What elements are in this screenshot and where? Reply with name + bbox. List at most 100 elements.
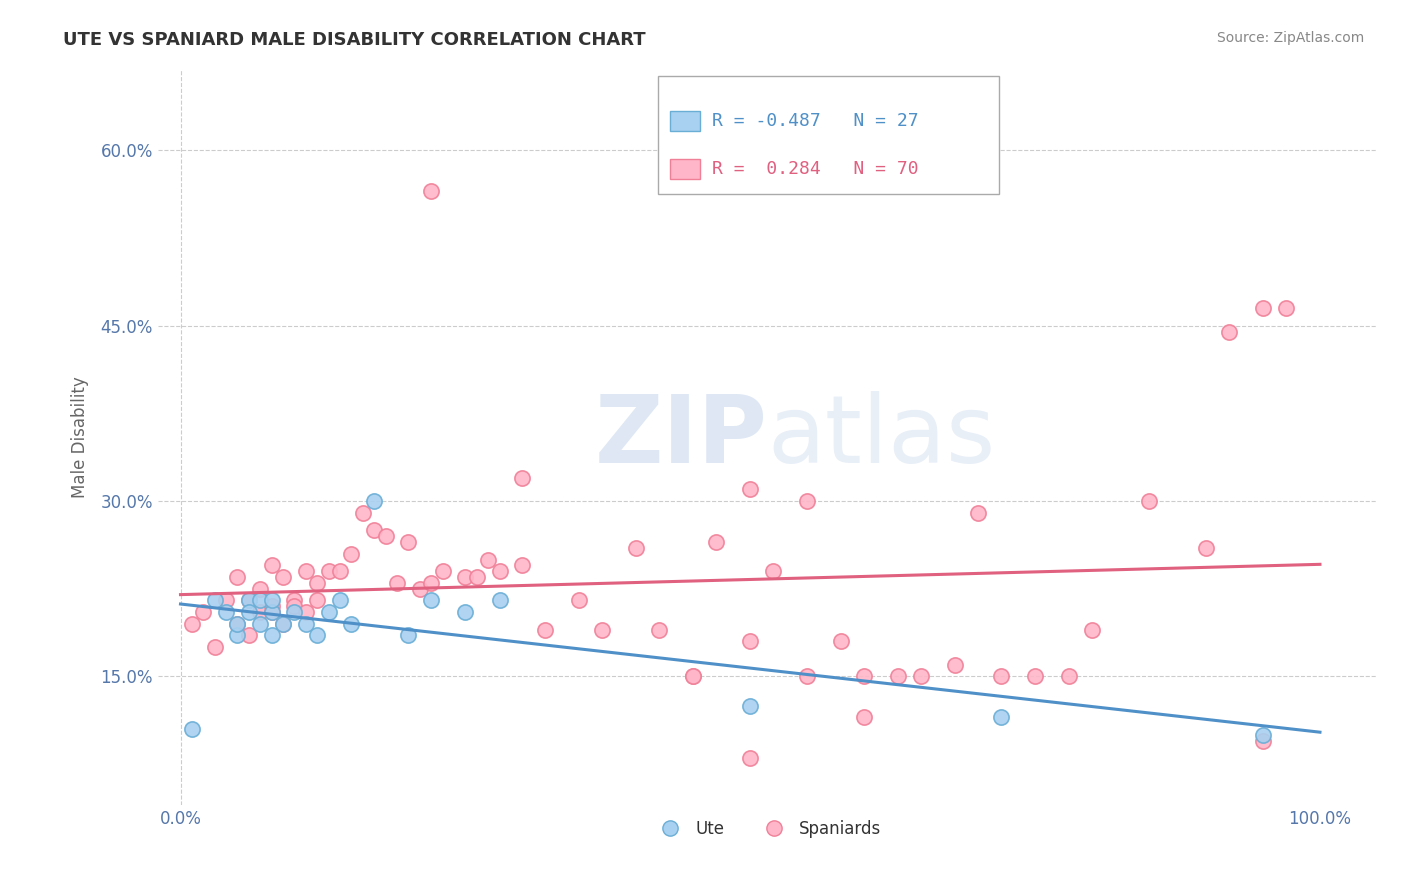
Point bbox=[318, 605, 340, 619]
Point bbox=[271, 616, 294, 631]
Text: atlas: atlas bbox=[768, 391, 995, 483]
Text: UTE VS SPANIARD MALE DISABILITY CORRELATION CHART: UTE VS SPANIARD MALE DISABILITY CORRELAT… bbox=[63, 31, 645, 49]
Y-axis label: Male Disability: Male Disability bbox=[72, 376, 89, 498]
Point bbox=[180, 616, 202, 631]
Point bbox=[1137, 494, 1160, 508]
Point bbox=[853, 669, 876, 683]
Point bbox=[260, 605, 283, 619]
Point bbox=[740, 751, 762, 765]
Point bbox=[682, 669, 704, 683]
Point bbox=[283, 593, 305, 607]
Point bbox=[488, 564, 510, 578]
Point bbox=[249, 582, 271, 596]
Point bbox=[1081, 623, 1104, 637]
Point bbox=[249, 593, 271, 607]
FancyBboxPatch shape bbox=[658, 76, 1000, 194]
FancyBboxPatch shape bbox=[669, 159, 700, 179]
Point bbox=[283, 599, 305, 614]
Point bbox=[340, 616, 363, 631]
Point bbox=[396, 535, 419, 549]
Point bbox=[271, 570, 294, 584]
Point bbox=[1195, 541, 1218, 555]
Point bbox=[990, 669, 1012, 683]
Point bbox=[249, 616, 271, 631]
Point bbox=[226, 616, 249, 631]
Point bbox=[454, 605, 477, 619]
Point bbox=[1059, 669, 1081, 683]
Point bbox=[385, 575, 408, 590]
Point bbox=[887, 669, 910, 683]
Point bbox=[488, 593, 510, 607]
Point bbox=[853, 710, 876, 724]
Point bbox=[740, 483, 762, 497]
Point bbox=[226, 628, 249, 642]
Point bbox=[512, 558, 534, 573]
Point bbox=[1251, 733, 1274, 747]
Point bbox=[329, 593, 352, 607]
Point bbox=[409, 582, 432, 596]
Point bbox=[420, 184, 443, 198]
Point bbox=[740, 698, 762, 713]
Point bbox=[591, 623, 613, 637]
Point bbox=[204, 593, 226, 607]
Point bbox=[1218, 325, 1240, 339]
Text: R = -0.487   N = 27: R = -0.487 N = 27 bbox=[713, 112, 920, 130]
Point bbox=[967, 506, 990, 520]
Point bbox=[283, 605, 305, 619]
Point bbox=[465, 570, 488, 584]
Point bbox=[420, 593, 443, 607]
Point bbox=[796, 669, 818, 683]
Point bbox=[910, 669, 932, 683]
Point bbox=[762, 564, 785, 578]
Point bbox=[340, 547, 363, 561]
Text: ZIP: ZIP bbox=[595, 391, 768, 483]
Point bbox=[990, 710, 1012, 724]
Point bbox=[796, 494, 818, 508]
Point bbox=[329, 564, 352, 578]
Point bbox=[215, 605, 238, 619]
Point bbox=[318, 564, 340, 578]
Point bbox=[943, 657, 966, 672]
FancyBboxPatch shape bbox=[669, 111, 700, 131]
Point bbox=[682, 669, 704, 683]
Point bbox=[477, 552, 499, 566]
Point bbox=[830, 634, 852, 648]
Point bbox=[215, 593, 238, 607]
Point bbox=[648, 623, 671, 637]
Point bbox=[352, 506, 374, 520]
Point bbox=[260, 593, 283, 607]
Point bbox=[534, 623, 557, 637]
Point bbox=[271, 616, 294, 631]
Point bbox=[260, 605, 283, 619]
Point bbox=[226, 616, 249, 631]
Point bbox=[568, 593, 591, 607]
Point bbox=[454, 570, 477, 584]
Text: R =  0.284   N = 70: R = 0.284 N = 70 bbox=[713, 160, 920, 178]
Point bbox=[432, 564, 454, 578]
Point bbox=[363, 523, 385, 537]
Point bbox=[626, 541, 648, 555]
Point bbox=[180, 722, 202, 736]
Point bbox=[396, 628, 419, 642]
Point bbox=[204, 640, 226, 655]
Point bbox=[704, 535, 727, 549]
Point bbox=[249, 605, 271, 619]
Point bbox=[260, 628, 283, 642]
Point bbox=[1251, 301, 1274, 315]
Point bbox=[238, 593, 260, 607]
Point bbox=[295, 616, 318, 631]
Point bbox=[740, 634, 762, 648]
Point bbox=[1024, 669, 1046, 683]
Point bbox=[512, 471, 534, 485]
Point bbox=[226, 570, 249, 584]
Point bbox=[307, 593, 329, 607]
Point bbox=[238, 628, 260, 642]
Point bbox=[295, 605, 318, 619]
Point bbox=[295, 564, 318, 578]
Point bbox=[238, 605, 260, 619]
Point bbox=[420, 575, 443, 590]
Point bbox=[307, 575, 329, 590]
Point bbox=[238, 593, 260, 607]
Point bbox=[374, 529, 396, 543]
Point bbox=[307, 628, 329, 642]
